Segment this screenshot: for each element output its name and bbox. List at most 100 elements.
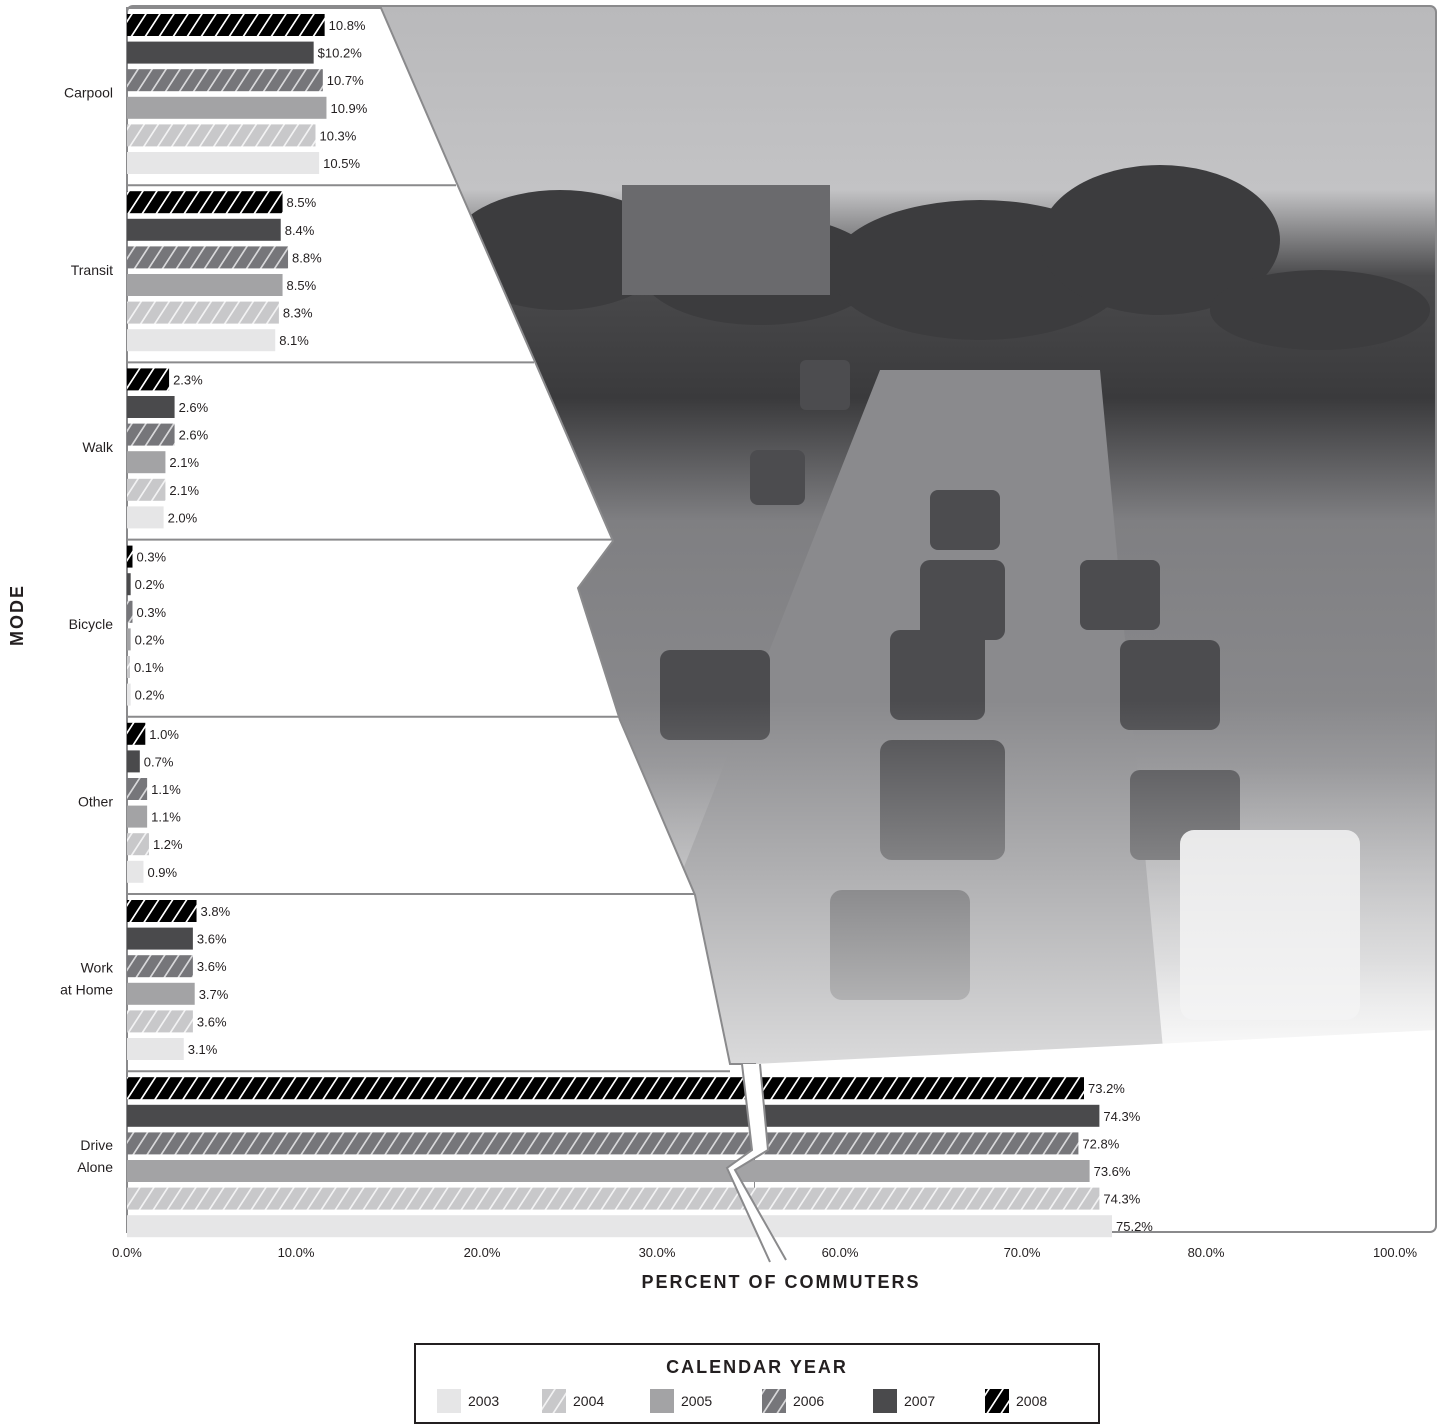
x-tick-label-7: 100.0% [1373,1245,1418,1260]
bars-layer [127,14,1112,1238]
category-label-work-at-home-line-2: at Home [60,982,113,998]
bar-work-at-home-2008 [127,900,197,922]
value-label-bicycle-2005: 0.2% [135,632,165,647]
bar-transit-2008 [127,191,283,214]
value-label-drive-alone-2005: 73.6% [1094,1164,1131,1179]
value-label-bicycle-2007: 0.2% [135,577,165,592]
category-label-transit: Transit [71,262,113,278]
bar-transit-2004 [127,301,279,324]
bar-carpool-2008 [127,14,325,36]
bar-transit-2003 [127,329,276,352]
legend-swatch-2004 [542,1389,566,1413]
value-label-transit-2003: 8.1% [279,333,309,348]
value-label-other-2008: 1.0% [149,727,179,742]
bar-carpool-2007 [127,41,314,64]
value-label-walk-2006: 2.6% [179,428,209,443]
value-label-bicycle-2008: 0.3% [136,550,166,565]
category-label-carpool: Carpool [64,85,113,101]
legend-label-2006: 2006 [793,1393,824,1409]
bar-other-2008 [127,722,146,745]
x-tick-label-1: 10.0% [278,1245,315,1260]
value-label-work-at-home-2008: 3.8% [201,904,231,919]
legend-swatch-2003 [437,1389,461,1413]
legend-items: 2003 2004 2005 2006 2007 2008 [437,1389,1047,1413]
value-label-drive-alone-2006: 72.8% [1082,1136,1119,1151]
value-label-drive-alone-2003: 75.2% [1116,1219,1153,1234]
legend-label-2007: 2007 [904,1393,935,1409]
value-label-other-2005: 1.1% [151,810,181,825]
bar-bicycle-2003 [127,683,131,706]
value-label-bicycle-2004: 0.1% [134,660,164,675]
value-label-other-2003: 0.9% [147,865,177,880]
bar-transit-2005 [127,274,283,296]
category-label-drive-alone-line-2: Alone [77,1159,113,1175]
bar-transit-2007 [127,218,281,241]
bar-work-at-home-2006 [127,955,193,978]
bar-drive-alone-2007 [127,1104,1100,1127]
value-label-bicycle-2003: 0.2% [135,688,165,703]
legend-label-2005: 2005 [681,1393,712,1409]
axis-break-line-left [725,1063,771,1263]
bar-walk-2004 [127,478,166,501]
overhead-sign [622,185,830,295]
bar-other-2004 [127,833,149,856]
bar-bicycle-2007 [127,573,131,596]
category-label-work-at-home-line-1: Work [81,960,114,976]
value-label-walk-2007: 2.6% [179,400,209,415]
y-axis-title: MODE [7,584,27,646]
axis-break-line-right [733,1063,787,1261]
legend-swatch-2007 [873,1389,897,1413]
value-label-work-at-home-2007: 3.6% [197,932,227,947]
x-tick-label-0: 0.0% [112,1245,142,1260]
bar-bicycle-2005 [127,628,131,651]
legend: CALENDAR YEAR 2003 2004 2005 2006 2007 2008 [414,1343,1100,1424]
bar-walk-2008 [127,368,170,391]
value-label-transit-2006: 8.8% [292,250,322,265]
bar-carpool-2006 [127,69,323,92]
value-label-carpool-2007: $10.2% [318,46,363,61]
bar-walk-2006 [127,423,175,446]
bar-bicycle-2006 [127,600,133,623]
value-label-work-at-home-2006: 3.6% [197,959,227,974]
category-label-drive-alone-line-1: Drive [80,1137,113,1153]
bar-bicycle-2008 [127,545,133,568]
bar-carpool-2004 [127,124,316,147]
value-label-carpool-2003: 10.5% [323,156,360,171]
bar-other-2007 [127,750,140,773]
bar-bicycle-2004 [127,656,130,678]
bar-transit-2006 [127,246,289,269]
legend-swatch-2008 [985,1389,1009,1413]
value-label-bicycle-2006: 0.3% [136,605,166,620]
value-label-walk-2005: 2.1% [169,455,199,470]
tree-line [450,165,1430,350]
bar-walk-2003 [127,506,164,529]
x-tick-label-6: 80.0% [1188,1245,1225,1260]
value-label-work-at-home-2003: 3.1% [188,1042,218,1057]
x-axis-title: PERCENT OF COMMUTERS [641,1272,920,1292]
bar-drive-alone-2006 [127,1132,1079,1155]
value-label-transit-2007: 8.4% [285,223,315,238]
bar-work-at-home-2005 [127,982,195,1005]
value-label-drive-alone-2004: 74.3% [1103,1192,1140,1207]
bar-drive-alone-2004 [127,1187,1100,1210]
bar-carpool-2005 [127,96,327,119]
axis-break [725,1063,787,1263]
bar-drive-alone-2008 [127,1077,1084,1100]
value-label-other-2006: 1.1% [151,782,181,797]
bar-work-at-home-2004 [127,1010,193,1033]
value-label-walk-2004: 2.1% [169,483,199,498]
labels-layer: Carpool 10.8% $10.2% 10.7% 10.9% 10.3% 10.5% Tr… [60,18,1417,1260]
bar-walk-2005 [127,451,166,474]
category-label-bicycle: Bicycle [69,616,114,632]
axis-break-gap [727,1064,786,1262]
legend-label-2008: 2008 [1016,1393,1047,1409]
value-label-drive-alone-2007: 74.3% [1103,1109,1140,1124]
bar-walk-2007 [127,396,175,418]
legend-swatch-2006 [762,1389,786,1413]
bar-other-2003 [127,860,144,883]
x-tick-label-3: 30.0% [639,1245,676,1260]
value-label-carpool-2006: 10.7% [327,73,364,88]
bar-carpool-2003 [127,152,320,174]
value-label-walk-2003: 2.0% [168,510,198,525]
